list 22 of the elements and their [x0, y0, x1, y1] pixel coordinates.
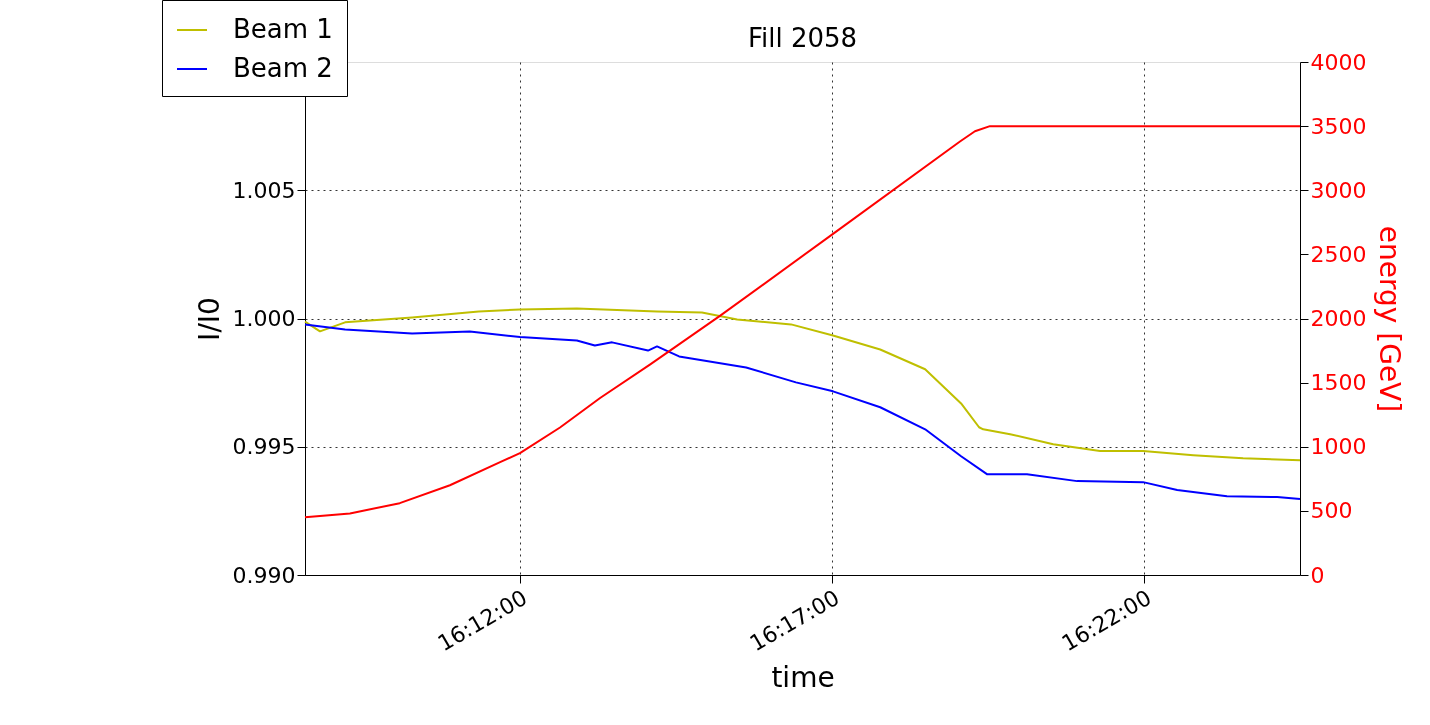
- y2-tick-label: 500: [1310, 498, 1353, 524]
- x-axis-title: time: [771, 661, 835, 695]
- y2-tick-label: 0: [1310, 562, 1325, 588]
- legend-label: Beam 2: [233, 53, 333, 83]
- y2-tick-label: 4000: [1310, 49, 1367, 75]
- y-tick-label: 1.005: [232, 177, 296, 203]
- y2-tick-label: 1000: [1310, 434, 1367, 460]
- y-axis-title: I/I0: [192, 297, 226, 341]
- line-series: [304, 125, 1301, 519]
- y2-tick-label: 2000: [1310, 306, 1367, 331]
- legend-label: Beam 1: [233, 14, 333, 44]
- y2-tick-label: 1500: [1310, 370, 1367, 396]
- line-series: [304, 307, 1301, 462]
- chart-title: Fill 2058: [747, 23, 858, 53]
- y2-axis-title: energy [GeV]: [1373, 225, 1407, 413]
- y-tick-label: 0.990: [232, 562, 296, 588]
- y2-tick-label: 3500: [1310, 113, 1367, 139]
- y-tick-label: 1.000: [232, 306, 296, 331]
- y-tick-label: 0.995: [232, 434, 296, 460]
- y2-tick-label: 3000: [1310, 177, 1367, 203]
- y2-tick-label: 2500: [1310, 241, 1367, 267]
- line-series: [304, 323, 1301, 501]
